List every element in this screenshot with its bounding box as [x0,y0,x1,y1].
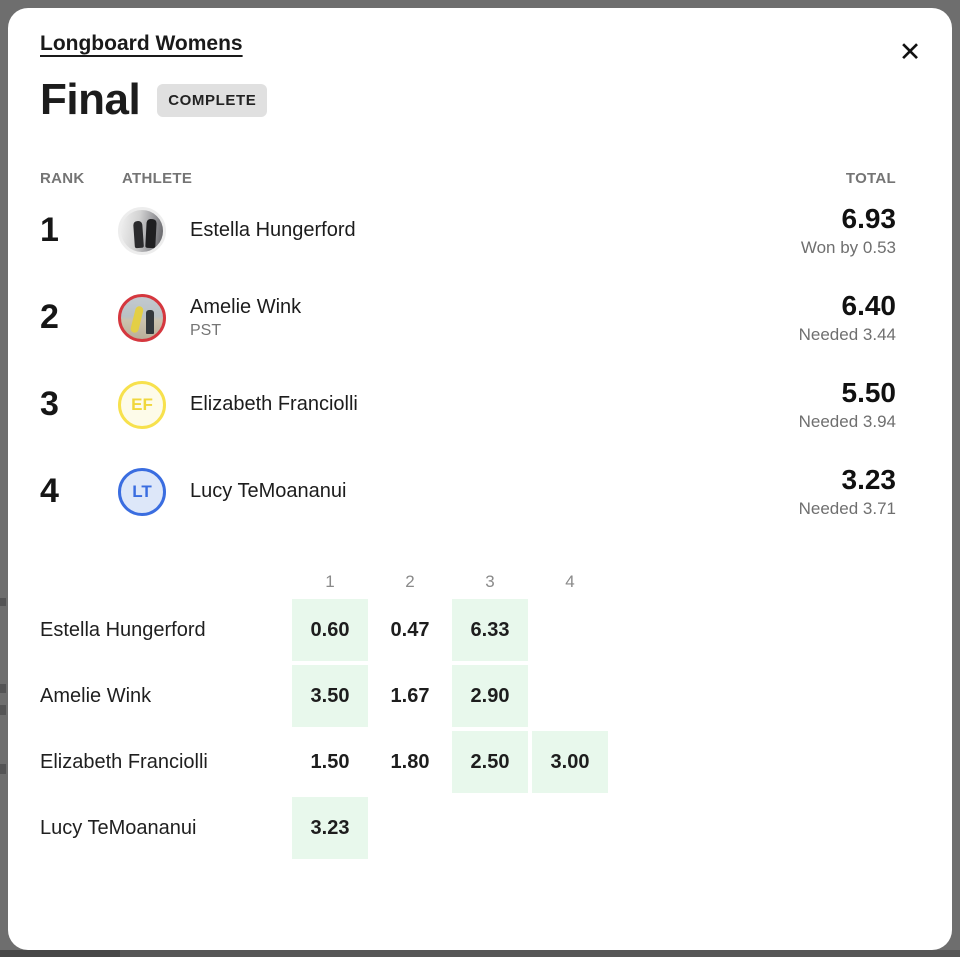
athlete-name: Elizabeth Franciolli [190,393,358,416]
heat-title: Final [40,75,141,124]
wave-row-athlete-name: Estella Hungerford [40,618,206,641]
athlete-team: PST [190,321,222,339]
wave-score-cell: 2.90 [452,665,528,728]
athlete-avatar-initials: LT [118,467,166,516]
rank-number: 3 [40,385,59,424]
backdrop-artifact [0,598,6,606]
athlete-result-row: 3 EF Elizabeth Franciolli 5.50 Needed 3.… [40,361,920,448]
backdrop-bottom-strip [0,950,960,957]
wave-score-cell: 0.60 [292,599,368,662]
wave-score-cell: 1.80 [390,750,430,773]
total-note: Needed 3.44 [798,325,896,345]
wave-score-table: 1 2 3 4 Estella Hungerford 0.60 0.47 6.33 Amelie… [40,569,920,860]
wave-score-cell: 6.33 [452,599,528,662]
wave-score-cell [452,797,528,859]
heat-title-row: Final COMPLETE [40,75,920,124]
athlete-name: Estella Hungerford [190,219,356,242]
backdrop-artifact [0,705,6,715]
wave-score-cell [532,665,608,727]
total-score: 3.23 [841,464,897,496]
total-column-header: TOTAL [845,170,896,188]
wave-column-header: 2 [405,572,415,592]
wave-column-header: 3 [485,572,495,592]
athlete-name: Amelie Wink [190,295,302,318]
athlete-result-row: 4 LT Lucy TeMoananui 3.23 Needed 3.71 [40,448,920,535]
athlete-avatar-initials: EF [118,380,166,429]
rank-number: 1 [40,211,59,250]
backdrop-artifact [0,764,6,774]
total-note: Won by 0.53 [800,238,896,258]
total-score: 5.50 [841,377,897,409]
results-column-headers: RANK ATHLETE TOTAL [40,170,920,187]
wave-score-cell [372,797,448,859]
athlete-column-header: ATHLETE [122,170,193,188]
wave-score-cell: 1.50 [310,750,350,773]
total-score: 6.40 [841,290,897,322]
athlete-name: Lucy TeMoananui [190,480,347,503]
wave-header-spacer [40,569,288,595]
wave-column-header: 1 [325,572,335,592]
rank-number: 4 [40,472,59,511]
results-list: 1 Estella Hungerford 6.93 Won by 0.53 2 … [40,187,920,535]
wave-score-cell [532,599,608,661]
wave-score-cell: 3.50 [292,665,368,728]
total-note: Needed 3.71 [798,499,896,519]
athlete-result-row: 1 Estella Hungerford 6.93 Won by 0.53 [40,187,920,274]
wave-score-cell: 3.23 [292,797,368,860]
athlete-avatar-photo-surfers [118,206,166,255]
wave-score-cell: 1.67 [390,684,430,707]
wave-row-athlete-name: Elizabeth Franciolli [40,750,208,773]
wave-column-header: 4 [565,572,575,592]
wave-row-athlete-name: Lucy TeMoananui [40,816,197,839]
wave-score-cell: 0.47 [390,618,430,641]
athlete-result-row: 2 Amelie Wink PST 6.40 Needed 3.44 [40,274,920,361]
wave-score-cell [532,797,608,859]
total-note: Needed 3.94 [798,412,896,432]
athlete-avatar-photo-beach [118,293,166,342]
close-icon: ✕ [898,37,922,67]
wave-score-cell: 2.50 [452,731,528,794]
status-badge: COMPLETE [157,83,268,117]
backdrop-artifact [0,684,6,693]
heat-results-modal: Longboard Womens ✕ Final COMPLETE RANK A… [8,8,952,950]
close-button[interactable]: ✕ [890,32,930,72]
rank-column-header: RANK [40,170,85,188]
rank-number: 2 [40,298,59,337]
wave-row-athlete-name: Amelie Wink [40,684,152,707]
wave-score-cell: 3.00 [532,731,608,794]
division-link[interactable]: Longboard Womens [40,32,243,55]
total-score: 6.93 [841,203,897,235]
